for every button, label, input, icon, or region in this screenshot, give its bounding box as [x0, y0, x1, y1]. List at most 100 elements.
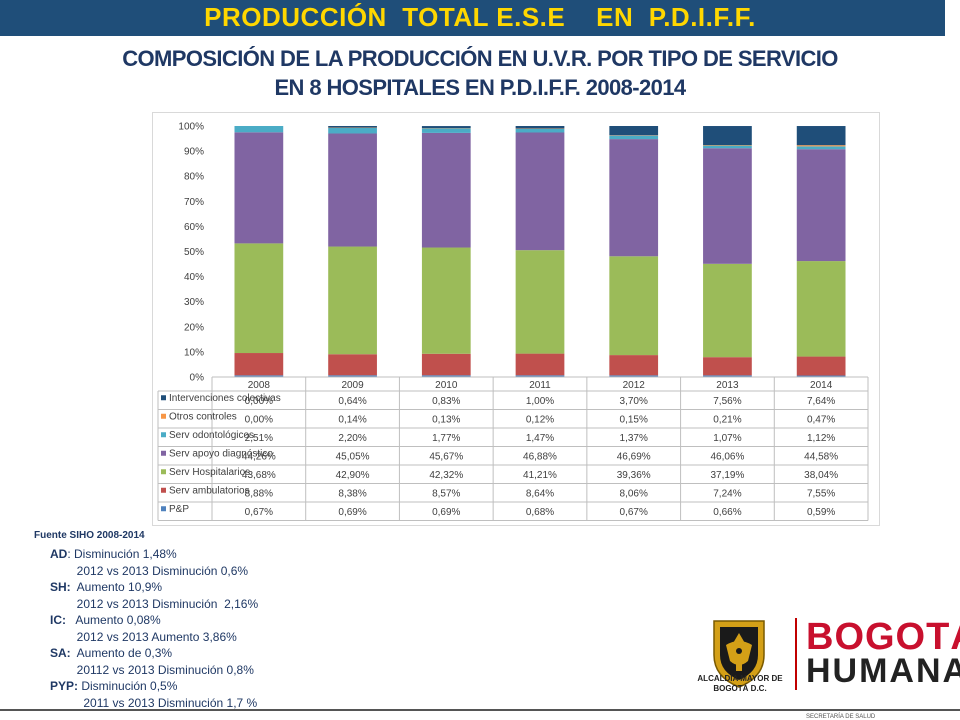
- data-label: 0,66%: [713, 507, 741, 518]
- data-label: 44,58%: [804, 451, 838, 462]
- bar-segment: [328, 133, 377, 247]
- analysis-notes: AD: Disminución 1,48% 2012 vs 2013 Dismi…: [50, 546, 258, 711]
- bar-segment: [234, 126, 284, 133]
- bar-segment: [609, 375, 659, 377]
- data-label: 1,47%: [526, 433, 554, 444]
- bar-segment: [609, 126, 659, 136]
- bar-segment: [421, 353, 471, 376]
- legend-swatch: [161, 506, 166, 512]
- note-line: PYP: Disminución 0,5%: [50, 678, 258, 695]
- data-label: 45,67%: [429, 451, 463, 462]
- data-label: 42,32%: [429, 470, 463, 481]
- bar-segment: [421, 128, 471, 133]
- note-line: IC: Aumento 0,08%: [50, 612, 258, 629]
- data-label: 2,51%: [245, 433, 273, 444]
- bar-segment: [234, 243, 284, 354]
- x-category-label: 2008: [248, 380, 271, 391]
- data-label: 0,69%: [432, 507, 460, 518]
- note-line: SA: Aumento de 0,3%: [50, 645, 258, 662]
- x-category-label: 2013: [716, 380, 739, 391]
- data-label: 42,90%: [336, 470, 370, 481]
- bar-segment: [609, 139, 659, 257]
- data-label: 7,56%: [713, 396, 741, 407]
- bar-segment: [703, 145, 752, 149]
- source-note: Fuente SIHO 2008-2014: [34, 530, 145, 541]
- note-key: IC:: [50, 613, 66, 627]
- stacked-bar-chart: 0% 10% 20% 30% 40% 50% 60% 70% 80% 90% 100% 2008 200…: [157, 122, 869, 521]
- data-label: 0,12%: [526, 414, 554, 425]
- x-category-label: 2010: [435, 380, 458, 391]
- data-label: 45,05%: [336, 451, 370, 462]
- bar-segment: [703, 357, 752, 376]
- x-category-label: 2011: [529, 380, 551, 391]
- data-label: 44,26%: [242, 451, 276, 462]
- bar-segment: [234, 353, 284, 376]
- bar-segment: [703, 148, 752, 264]
- note-text: 2011 vs 2013 Disminución 1,7 %: [50, 695, 258, 710]
- data-label: 0,00%: [245, 396, 273, 407]
- bar-segment: [328, 354, 377, 376]
- data-label: 3,70%: [620, 396, 648, 407]
- note-line: SH: Aumento 10,9%: [50, 579, 258, 596]
- data-label: 0,69%: [338, 507, 366, 518]
- y-tick-label: 40%: [184, 272, 204, 283]
- bar-segment: [796, 149, 846, 262]
- bar-segment: [515, 375, 565, 377]
- data-label: 8,57%: [432, 488, 460, 499]
- logo-divider: [795, 618, 797, 690]
- data-label: 37,19%: [710, 470, 744, 481]
- note-line: 2012 vs 2013 Disminución 0,6%: [50, 563, 258, 580]
- note-text: Aumento 0,08%: [66, 613, 161, 627]
- legend-swatch: [161, 487, 166, 493]
- bar-segment: [515, 126, 565, 129]
- legend-label: Serv Hospitalarios: [169, 467, 250, 478]
- chart-subtitle: COMPOSICIÓN DE LA PRODUCCIÓN EN U.V.R. P…: [30, 44, 930, 102]
- data-label: 0,14%: [338, 414, 366, 425]
- legend-swatch: [161, 450, 166, 456]
- y-tick-label: 100%: [178, 122, 204, 133]
- alcaldia-logo-text: ALCALDÍA MAYOR DE BOGOTÁ D.C.: [697, 674, 783, 693]
- y-tick-label: 0%: [190, 373, 205, 384]
- bar-segment: [421, 247, 471, 354]
- data-label: 8,64%: [526, 488, 554, 499]
- data-label: 46,88%: [523, 451, 557, 462]
- note-text: Disminución 0,5%: [78, 679, 178, 693]
- bar-segment: [609, 355, 659, 376]
- y-tick-label: 80%: [184, 172, 204, 183]
- data-label: 8,38%: [338, 488, 366, 499]
- note-line: 2011 vs 2013 Disminución 1,7 %: [50, 695, 258, 712]
- y-tick-label: 10%: [184, 347, 204, 358]
- y-tick-label: 90%: [184, 147, 204, 158]
- bar-segment: [421, 126, 471, 129]
- note-line: 20112 vs 2013 Disminución 0,8%: [50, 662, 258, 679]
- bar-segment: [234, 132, 284, 244]
- note-line: 2012 vs 2013 Aumento 3,86%: [50, 629, 258, 646]
- subtitle-line-2: EN 8 HOSPITALES EN P.D.I.F.F. 2008-2014: [274, 75, 686, 100]
- bar-segment: [328, 127, 377, 134]
- note-text: 2012 vs 2013 Disminución 2,16%: [50, 596, 259, 611]
- bar-segment: [609, 256, 659, 356]
- bar-segment: [234, 375, 284, 377]
- bar-segment: [515, 353, 565, 376]
- data-label: 43,68%: [242, 470, 276, 481]
- legend-label: P&P: [169, 504, 189, 515]
- data-label: 0,47%: [807, 414, 835, 425]
- bar-segment: [796, 261, 846, 357]
- data-label: 8,06%: [620, 488, 648, 499]
- note-key: PYP:: [50, 679, 79, 693]
- bar-segment: [796, 126, 846, 146]
- data-label: 46,69%: [617, 451, 651, 462]
- note-text: 2012 vs 2013 Disminución 0,6%: [50, 563, 249, 578]
- legend-swatch: [161, 395, 166, 401]
- data-label: 0,13%: [432, 414, 460, 425]
- bar-segment: [515, 132, 565, 251]
- legend-swatch: [161, 432, 166, 438]
- subtitle-line-1: COMPOSICIÓN DE LA PRODUCCIÓN EN U.V.R. P…: [122, 46, 838, 71]
- data-label: 0,68%: [526, 507, 554, 518]
- note-key: SA:: [50, 646, 71, 660]
- data-label: 1,00%: [526, 396, 554, 407]
- note-text: Aumento de 0,3%: [70, 646, 173, 660]
- note-text: 20112 vs 2013 Disminución 0,8%: [50, 662, 254, 677]
- data-label: 7,64%: [807, 396, 835, 407]
- bar-segment: [421, 375, 471, 377]
